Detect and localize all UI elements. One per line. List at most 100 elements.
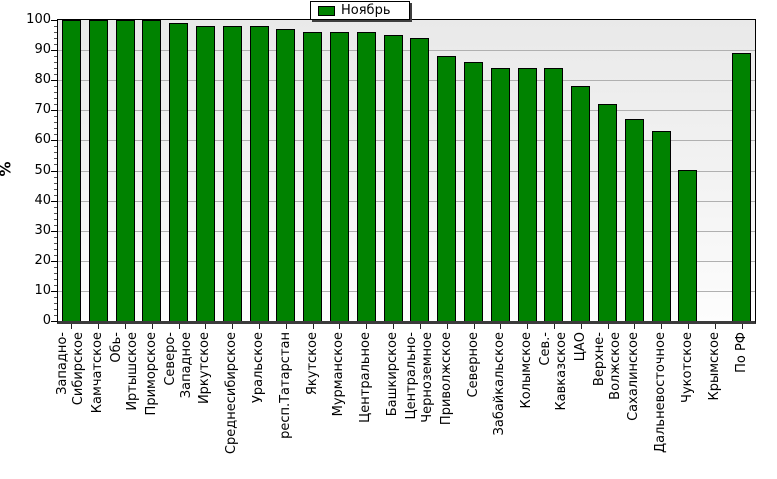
x-tick bbox=[634, 324, 635, 329]
bar bbox=[464, 62, 483, 321]
bar bbox=[276, 29, 295, 321]
x-tick bbox=[259, 324, 260, 329]
y-tick-label: 70 bbox=[34, 102, 51, 117]
grid-line bbox=[58, 80, 755, 81]
x-category-label: Камчатское bbox=[90, 332, 105, 414]
x-tick bbox=[688, 324, 689, 329]
x-category-label: Мурманское bbox=[331, 332, 346, 417]
y-minor-tick bbox=[54, 92, 58, 93]
y-tick-label: 30 bbox=[34, 223, 51, 238]
y-minor-tick bbox=[54, 303, 58, 304]
grid-line bbox=[58, 261, 755, 262]
y-minor-tick bbox=[54, 243, 58, 244]
legend-swatch-icon bbox=[318, 5, 335, 16]
bar bbox=[518, 68, 537, 321]
y-minor-tick bbox=[54, 104, 58, 105]
y-major-tick bbox=[51, 20, 58, 21]
x-category-label: Северное bbox=[466, 332, 481, 398]
grid-line bbox=[58, 291, 755, 292]
y-minor-tick bbox=[54, 38, 58, 39]
y-minor-tick bbox=[54, 195, 58, 196]
bar bbox=[437, 56, 456, 321]
y-minor-tick bbox=[54, 207, 58, 208]
y-minor-tick bbox=[54, 183, 58, 184]
bar bbox=[250, 26, 269, 321]
bar bbox=[732, 53, 751, 321]
y-tick-label: 90 bbox=[34, 42, 51, 57]
y-tick-label: 50 bbox=[34, 163, 51, 178]
x-category-label: Центральное bbox=[358, 332, 373, 423]
x-tick bbox=[286, 324, 287, 329]
x-tick bbox=[313, 324, 314, 329]
bar bbox=[652, 131, 671, 321]
x-category-label: Крымское bbox=[707, 332, 722, 401]
y-major-tick bbox=[51, 110, 58, 111]
y-tick-label: 0 bbox=[42, 313, 51, 328]
bar bbox=[303, 32, 322, 321]
x-tick bbox=[661, 324, 662, 329]
x-tick bbox=[232, 324, 233, 329]
x-category-label: Забайкальское bbox=[492, 332, 507, 436]
x-category-label: Иркутское bbox=[197, 332, 212, 405]
y-minor-tick bbox=[54, 255, 58, 256]
x-category-label: Приволжское bbox=[439, 332, 454, 426]
y-major-tick bbox=[51, 261, 58, 262]
legend: Ноябрь bbox=[310, 1, 410, 20]
bar bbox=[196, 26, 215, 321]
x-tick bbox=[500, 324, 501, 329]
y-minor-tick bbox=[54, 279, 58, 280]
y-minor-tick bbox=[54, 158, 58, 159]
bar bbox=[384, 35, 403, 321]
x-category-label: Северо- Западное bbox=[163, 332, 194, 399]
y-tick-label: 100 bbox=[26, 12, 51, 27]
x-category-label: Якутское bbox=[305, 332, 320, 396]
x-category-label: Сев.- Кавказское bbox=[538, 332, 569, 411]
y-tick-label: 60 bbox=[34, 132, 51, 147]
x-category-label: Колымское bbox=[519, 332, 534, 409]
y-minor-tick bbox=[54, 122, 58, 123]
bar bbox=[116, 20, 135, 321]
bar bbox=[571, 86, 590, 321]
x-tick bbox=[179, 324, 180, 329]
x-category-label: Приморское bbox=[144, 332, 159, 416]
x-category-label: Обь- Иртышское bbox=[109, 332, 140, 411]
y-minor-tick bbox=[54, 237, 58, 238]
y-minor-tick bbox=[54, 267, 58, 268]
x-category-label: Сахалинское bbox=[626, 332, 641, 421]
y-minor-tick bbox=[54, 74, 58, 75]
x-tick bbox=[474, 324, 475, 329]
y-major-tick bbox=[51, 231, 58, 232]
grid-line bbox=[58, 140, 755, 141]
x-category-label: Дальневосточное bbox=[653, 332, 668, 454]
x-tick bbox=[366, 324, 367, 329]
x-category-label: Центрально- Черноземное bbox=[404, 332, 435, 423]
y-minor-tick bbox=[54, 189, 58, 190]
y-minor-tick bbox=[54, 146, 58, 147]
y-minor-tick bbox=[54, 152, 58, 153]
grid-line bbox=[58, 50, 755, 51]
legend-series-label: Ноябрь bbox=[341, 3, 391, 18]
y-minor-tick bbox=[54, 86, 58, 87]
bar bbox=[598, 104, 617, 321]
y-minor-tick bbox=[54, 225, 58, 226]
y-minor-tick bbox=[54, 273, 58, 274]
x-tick bbox=[205, 324, 206, 329]
x-tick bbox=[125, 324, 126, 329]
bar bbox=[678, 170, 697, 321]
y-minor-tick bbox=[54, 213, 58, 214]
x-category-label: Западно- Сибирское bbox=[55, 332, 86, 406]
x-category-label: Среднесибирское bbox=[224, 332, 239, 455]
plot-area bbox=[57, 19, 756, 324]
y-minor-tick bbox=[54, 164, 58, 165]
x-tick bbox=[339, 324, 340, 329]
y-minor-tick bbox=[54, 32, 58, 33]
grid-line bbox=[58, 231, 755, 232]
y-minor-tick bbox=[54, 116, 58, 117]
y-major-tick bbox=[51, 171, 58, 172]
y-minor-tick bbox=[54, 249, 58, 250]
bar bbox=[330, 32, 349, 321]
grid-line bbox=[58, 201, 755, 202]
x-category-label: Башкирское bbox=[385, 332, 400, 417]
x-category-label: По РФ bbox=[734, 332, 749, 373]
